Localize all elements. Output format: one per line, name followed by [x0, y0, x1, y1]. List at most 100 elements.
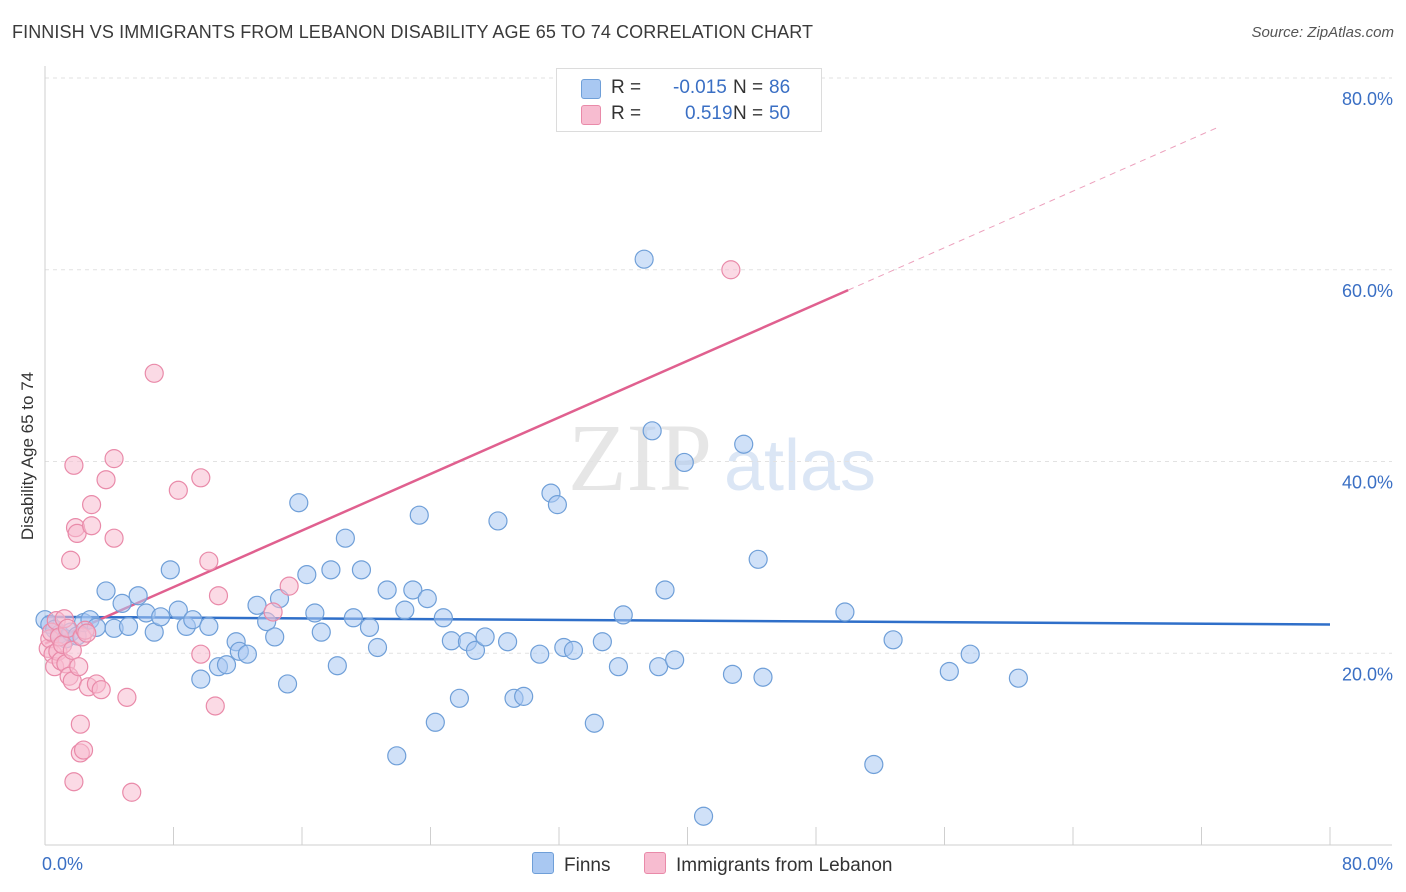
finns-point: [613, 605, 633, 625]
bottom-legend-lebanon: Immigrants from Lebanon: [644, 852, 893, 877]
lebanon-point: [279, 576, 299, 596]
finns-point: [321, 560, 341, 580]
lebanon-point: [96, 470, 116, 490]
finns-point: [247, 595, 267, 615]
finns-point: [433, 608, 453, 628]
legend-n-value: 50: [769, 103, 791, 124]
finns-point: [835, 602, 855, 622]
finns-point: [112, 593, 132, 613]
finns-point: [665, 650, 685, 670]
legend-r-label: R =: [611, 77, 642, 98]
finns-point: [191, 669, 211, 689]
legend-n-label: N =: [733, 77, 764, 98]
finns-point: [722, 664, 743, 684]
finns-point: [199, 616, 219, 637]
finns-point: [409, 505, 429, 525]
lebanon-point: [77, 623, 97, 643]
finns-point: [939, 661, 959, 682]
legend-r-value: 0.519: [685, 103, 733, 124]
legend-box: R = -0.015 N = 86 R = 0.519 N = 50: [556, 68, 822, 132]
lebanon-point: [64, 455, 84, 475]
lebanon-point: [70, 714, 90, 734]
finns-point: [592, 632, 612, 652]
finns-point: [634, 249, 654, 269]
lebanon-point: [205, 696, 225, 716]
bottom-legend-finns: Finns: [532, 852, 610, 877]
legend-r-label: R =: [611, 103, 642, 124]
lebanon-point: [117, 687, 137, 707]
y-tick-label: 40.0%: [1342, 473, 1393, 493]
finns-point: [305, 603, 325, 623]
lebanon-trend-line: [44, 288, 849, 645]
finns-point: [514, 686, 534, 706]
finns-point: [441, 631, 461, 651]
y-tick-label: 60.0%: [1342, 281, 1393, 301]
bottom-legend-swatch-finns: [532, 852, 554, 874]
finns-point: [183, 610, 203, 630]
lebanon-point: [104, 449, 124, 469]
finns-point: [343, 608, 363, 628]
lebanon-point: [144, 363, 164, 383]
finns-point: [1008, 668, 1028, 688]
lebanon-point: [62, 640, 82, 660]
finns-point: [465, 640, 486, 660]
source-label: Source: ZipAtlas.com: [1251, 24, 1394, 41]
lebanon-point: [191, 468, 211, 488]
bottom-legend-label-finns: Finns: [564, 855, 611, 876]
finns-point: [216, 655, 237, 675]
finns-point: [395, 600, 415, 620]
legend-swatch-finns: [581, 79, 601, 99]
chart-title: FINNISH VS IMMIGRANTS FROM LEBANON DISAB…: [12, 22, 814, 42]
finns-point: [748, 549, 768, 569]
finns-point: [403, 580, 423, 600]
lebanon-point: [81, 516, 102, 536]
finns-point: [160, 560, 180, 580]
finns-point: [498, 632, 518, 652]
lebanon-point: [122, 782, 142, 802]
finns-point: [488, 511, 508, 531]
finns-point: [417, 589, 437, 609]
finns-point: [425, 712, 445, 732]
finns-point: [335, 528, 355, 548]
finns-point: [311, 622, 331, 642]
finns-point: [475, 627, 495, 647]
lebanon-point: [81, 495, 102, 515]
lebanon-point: [168, 480, 188, 500]
finns-point: [118, 616, 139, 637]
finns-point: [351, 560, 372, 580]
finns-point: [584, 713, 604, 733]
finns-point: [265, 627, 285, 647]
lebanon-point: [199, 551, 219, 571]
finns-point: [449, 688, 470, 708]
finns-point: [530, 644, 550, 664]
lebanon-point: [64, 772, 84, 792]
finns-point: [655, 580, 675, 600]
finns-point: [359, 617, 380, 637]
finns-point: [151, 607, 171, 627]
finns-point: [168, 600, 188, 620]
finns-point: [883, 630, 903, 650]
finns-point: [960, 644, 980, 664]
finns-point: [648, 657, 669, 677]
finns-point: [327, 656, 347, 676]
finns-point: [864, 754, 884, 775]
lebanon-point: [73, 740, 94, 760]
x-tick-label: 0.0%: [42, 854, 83, 874]
legend-r-value: -0.015: [673, 77, 727, 98]
finns-point: [734, 434, 754, 454]
lebanon-point: [91, 680, 111, 700]
finns-point: [674, 452, 694, 473]
finns-point: [297, 565, 317, 585]
lebanon-point: [69, 657, 89, 677]
x-tick-label: 80.0%: [1342, 854, 1393, 874]
legend-n-value: 86: [769, 77, 791, 98]
bottom-legend-swatch-lebanon: [644, 852, 666, 874]
lebanon-point: [721, 260, 741, 280]
lebanon-point: [191, 644, 211, 664]
y-tick-label: 80.0%: [1342, 89, 1393, 109]
lebanon-trend-extension: [847, 127, 1218, 291]
finns-point: [642, 421, 662, 441]
finns-point: [237, 644, 257, 664]
legend-swatch-lebanon: [581, 105, 601, 125]
